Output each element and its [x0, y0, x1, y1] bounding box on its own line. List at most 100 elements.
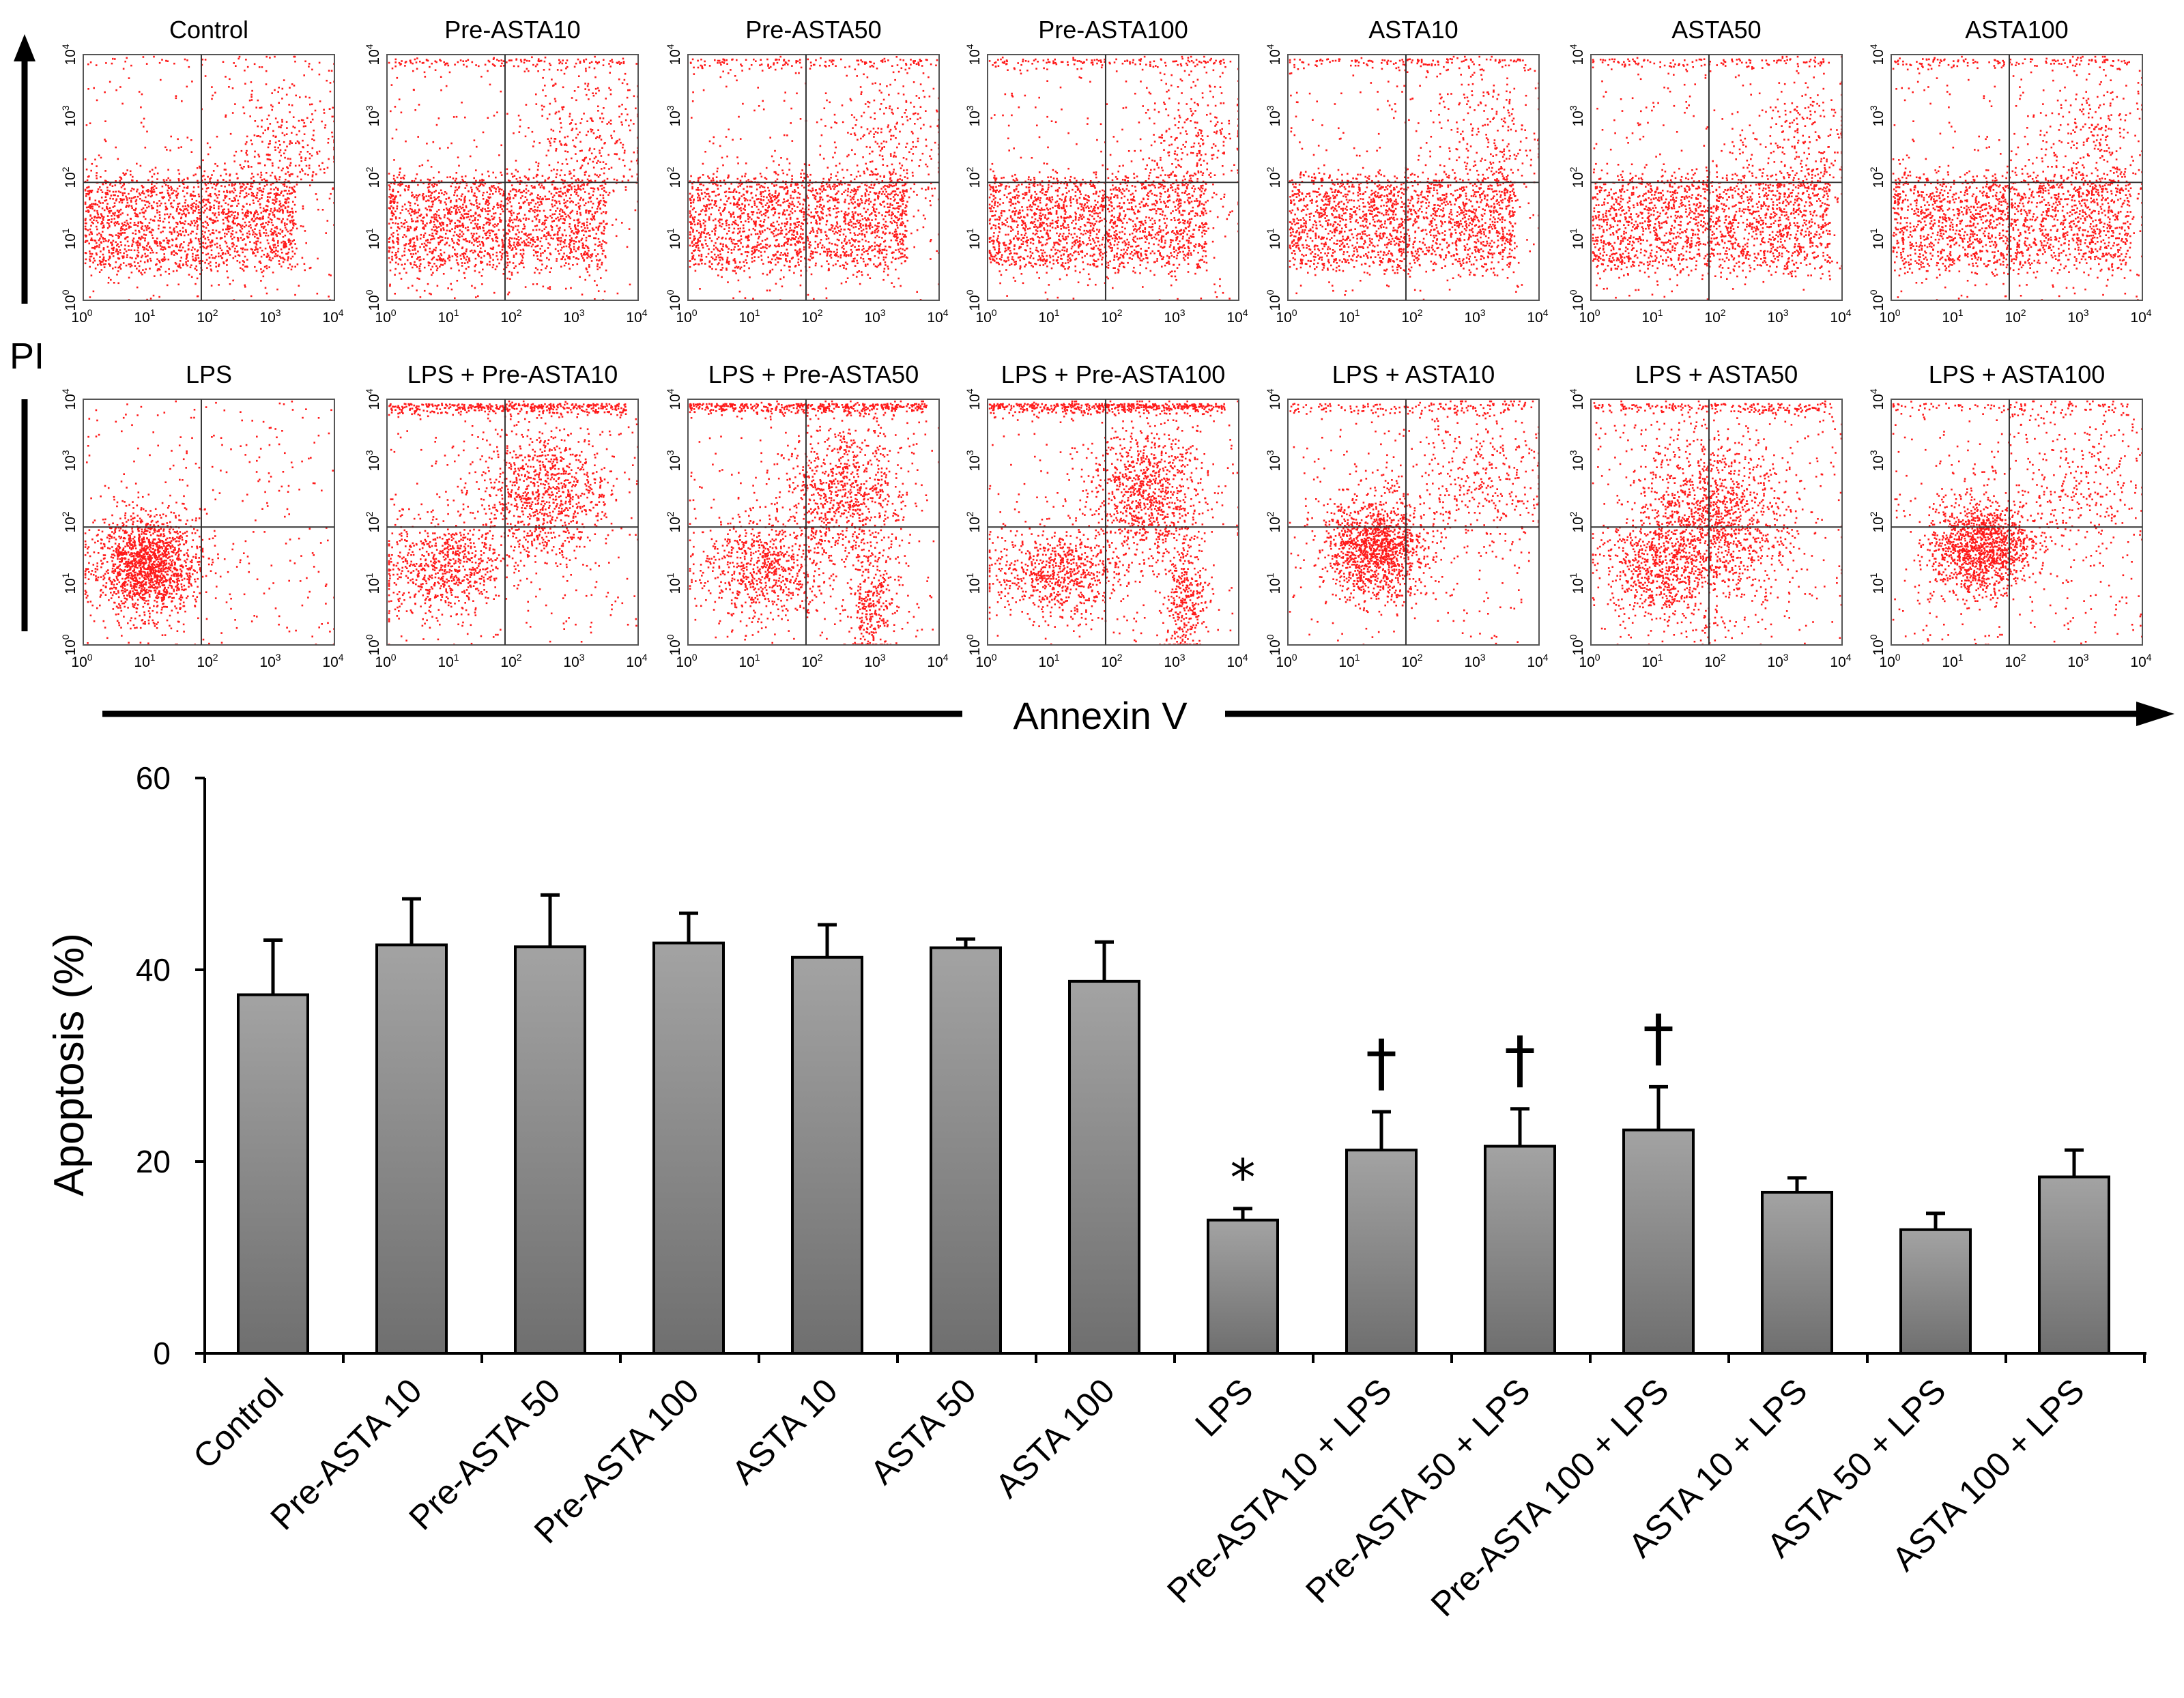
flow-x-tick: 102	[1401, 307, 1422, 326]
flow-panel-frame	[987, 399, 1239, 646]
flow-panel-frame	[83, 399, 335, 646]
flow-x-tick: 101	[1641, 307, 1663, 326]
flow-x-tick: 101	[1942, 307, 1963, 326]
flow-x-tick: 104	[2130, 652, 2151, 670]
flow-panel-title: LPS + ASTA100	[1929, 360, 2106, 388]
flow-y-tick: 101	[1265, 228, 1283, 249]
flow-y-tick: 104	[1868, 388, 1886, 409]
flow-x-tick: 100	[1276, 652, 1297, 670]
flow-y-tick: 102	[364, 511, 382, 532]
flow-y-tick: 100	[364, 289, 382, 311]
flow-y-tick: 102	[60, 167, 78, 188]
flow-y-tick: 102	[364, 167, 382, 188]
flow-dots	[84, 400, 335, 646]
bar	[237, 993, 309, 1355]
flow-y-tick: 101	[1868, 228, 1886, 249]
flow-panel-title: ASTA100	[1965, 16, 2068, 44]
flow-panel-frame	[987, 54, 1239, 301]
flow-y-tick: 103	[665, 105, 683, 126]
flow-panel-title: LPS + Pre-ASTA50	[708, 360, 919, 388]
flow-y-tick: 102	[964, 511, 983, 532]
flow-y-tick: 104	[1868, 44, 1886, 65]
flow-panel-frame	[386, 399, 639, 646]
flow-x-tick: 104	[1226, 652, 1248, 670]
flow-dots	[1289, 55, 1540, 301]
bar-y-ticks: 0 20 40 60	[136, 760, 205, 1371]
flow-y-tick: 101	[964, 573, 983, 594]
pi-axis-label: PI	[10, 336, 44, 377]
flow-x-tick: 104	[1830, 307, 1851, 326]
flow-panel-title: LPS	[186, 360, 232, 388]
flow-dots	[1592, 55, 1843, 300]
flow-x-tick: 104	[626, 307, 647, 326]
flow-y-tick: 102	[665, 511, 683, 532]
flow-y-tick: 103	[364, 450, 382, 471]
bar-category-label: Control	[186, 1371, 291, 1476]
flow-y-tick: 101	[1265, 573, 1283, 594]
flow-y-tick: 104	[964, 44, 983, 65]
flow-x-tick: 102	[1704, 307, 1725, 326]
flow-y-tick: 102	[665, 167, 683, 188]
significance-marker: †	[1504, 1024, 1536, 1097]
flow-x-tick: 104	[626, 652, 647, 670]
bar-category-label: Pre-ASTA 100 + LPS	[1424, 1371, 1676, 1624]
flow-x-tick: 103	[563, 652, 584, 670]
flow-x-tick: 100	[375, 307, 396, 326]
flow-dots	[988, 400, 1239, 646]
flow-y-tick: 104	[1265, 44, 1283, 65]
flow-x-tick: 102	[197, 652, 218, 670]
flow-panel-title: LPS + ASTA10	[1332, 360, 1495, 388]
flow-x-tick: 102	[2005, 652, 2026, 670]
flow-dots	[1289, 400, 1540, 646]
flow-panel-frame	[687, 399, 940, 646]
flow-x-tick: 100	[1579, 307, 1600, 326]
flow-x-tick: 101	[1338, 652, 1360, 670]
flow-x-tick: 101	[1038, 652, 1059, 670]
significance-marker: †	[1643, 1001, 1674, 1074]
flow-x-tick: 101	[437, 652, 459, 670]
flow-x-tick: 103	[259, 307, 281, 326]
flow-x-tick: 101	[1338, 307, 1360, 326]
flow-y-tick: 102	[1868, 511, 1886, 532]
flow-y-tick: 104	[1568, 388, 1586, 409]
flow-y-tick: 100	[1868, 634, 1886, 655]
flow-y-tick: 100	[1265, 289, 1283, 311]
flow-x-tick: 102	[1401, 652, 1422, 670]
flow-panel-frame	[1891, 399, 2143, 646]
flow-y-tick: 102	[1265, 167, 1283, 188]
flow-y-tick: 102	[1868, 167, 1886, 188]
flow-x-tick: 100	[1579, 652, 1600, 670]
bar-category-label: Pre-ASTA 10 + LPS	[1160, 1371, 1398, 1610]
flow-y-tick: 104	[60, 388, 78, 409]
bar	[930, 946, 1002, 1355]
flow-panel-frame	[386, 54, 639, 301]
flow-x-tick: 100	[676, 652, 697, 670]
flow-x-tick: 102	[801, 652, 822, 670]
flow-y-tick: 100	[60, 289, 78, 311]
flow-x-tick: 102	[801, 307, 822, 326]
flow-panel-title: Control	[169, 16, 248, 44]
flow-x-tick: 100	[1276, 307, 1297, 326]
flow-x-tick: 100	[1879, 652, 1900, 670]
flow-panel-title: ASTA50	[1671, 16, 1761, 44]
flow-x-tick: 104	[322, 307, 343, 326]
flow-x-tick: 102	[1704, 652, 1725, 670]
flow-y-tick: 104	[364, 44, 382, 65]
flow-dots	[1892, 400, 2143, 646]
flow-y-tick: 104	[665, 388, 683, 409]
flow-x-tick: 103	[864, 652, 885, 670]
bar-y-tick-label: 20	[136, 1144, 171, 1179]
flow-y-tick: 104	[1568, 44, 1586, 65]
flow-y-tick: 101	[60, 573, 78, 594]
flow-y-tick: 101	[964, 228, 983, 249]
flow-x-tick: 102	[500, 652, 521, 670]
flow-y-tick: 103	[1568, 450, 1586, 471]
flow-x-tick: 104	[1830, 652, 1851, 670]
flow-x-tick: 104	[1527, 652, 1548, 670]
flow-y-tick: 101	[60, 228, 78, 249]
flow-y-tick: 104	[964, 388, 983, 409]
